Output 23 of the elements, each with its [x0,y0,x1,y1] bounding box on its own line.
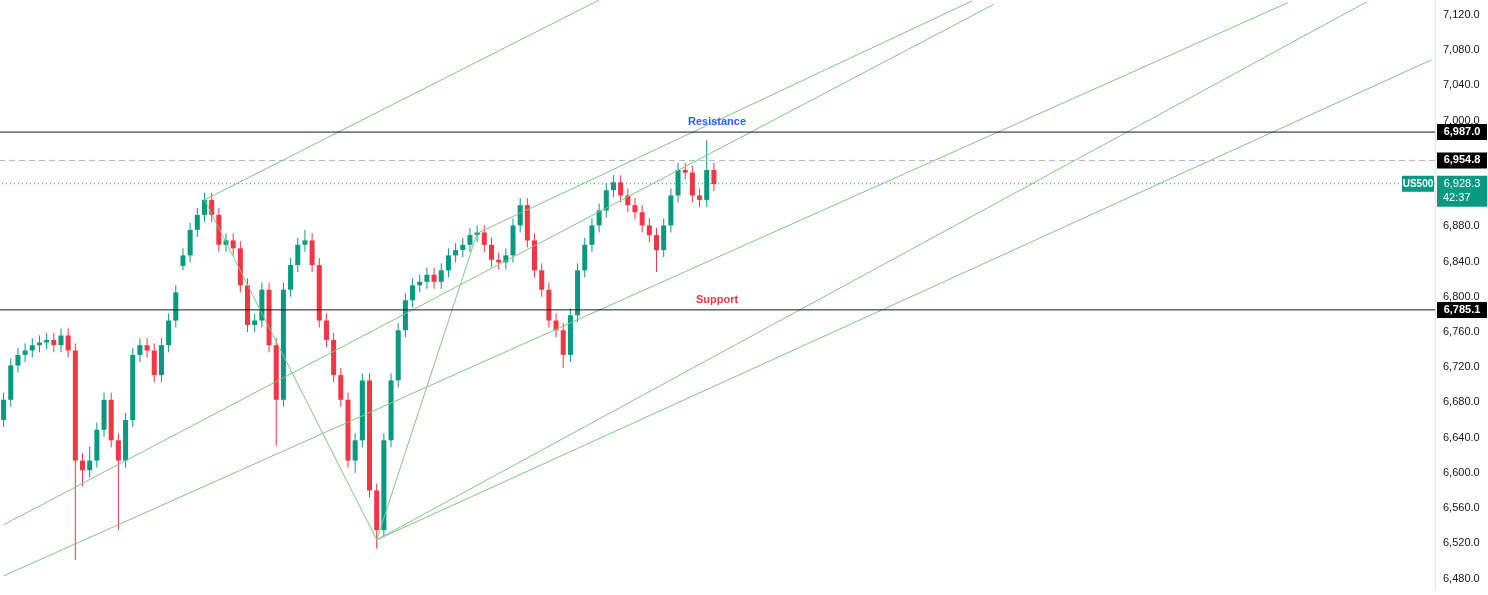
y-tick-label: 6,800.0 [1443,289,1480,302]
y-tick-label: 6,680.0 [1443,395,1480,408]
y-tick-label: 7,000.0 [1443,113,1480,126]
y-tick-label: 6,640.0 [1443,430,1480,443]
text: 6,928.3 [1443,176,1481,189]
y-tick-label: 6,480.0 [1443,571,1480,584]
y-tick-label: 7,040.0 [1443,78,1480,91]
y-tick-label: 6,880.0 [1443,219,1480,232]
text: 42:37 [1443,190,1471,203]
y-tick-label: 7,080.0 [1443,43,1480,56]
text: 6,987.0 [1443,125,1481,138]
text: 6,954.8 [1443,153,1481,166]
y-tick-label: 6,600.0 [1443,465,1480,478]
text: 6,785.1 [1443,302,1481,315]
y-tick-label: 6,840.0 [1443,254,1480,267]
y-tick-label: 7,120.0 [1443,7,1480,20]
annotation: US500 [1402,177,1434,189]
ref-line-label: Support [695,292,739,305]
ref-line-label: Resistance [687,115,747,128]
y-tick-label: 6,560.0 [1443,501,1480,514]
y-tick-label: 6,720.0 [1443,360,1480,373]
y-tick-label: 6,760.0 [1443,324,1480,337]
y-tick-label: 6,520.0 [1443,536,1480,549]
